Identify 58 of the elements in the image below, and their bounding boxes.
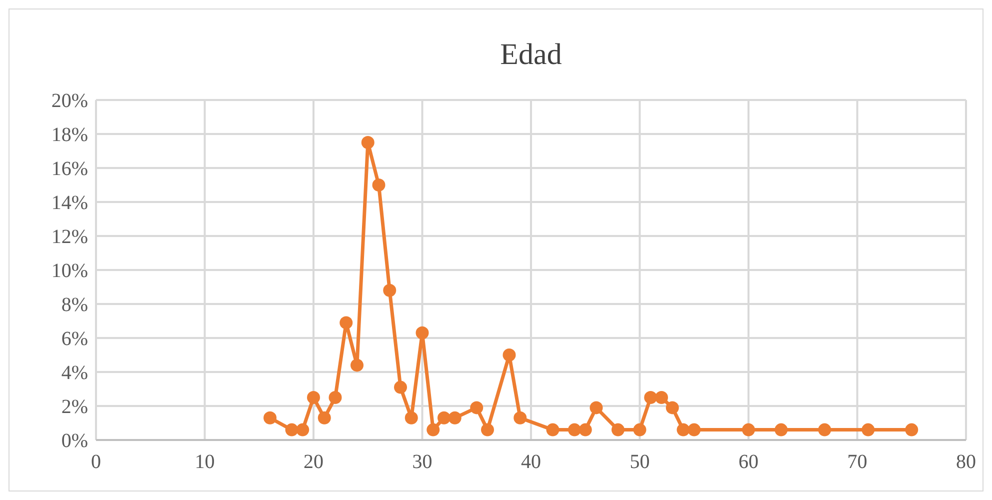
chart-title: Edad	[500, 38, 562, 71]
point	[666, 401, 679, 414]
x-tick-label: 30	[412, 451, 432, 473]
point	[318, 411, 331, 424]
x-tick-label: 40	[521, 451, 541, 473]
point	[448, 411, 462, 424]
point	[633, 423, 646, 436]
point	[688, 423, 701, 436]
y-tick-label: 4%	[61, 362, 88, 384]
y-tick-label: 20%	[51, 90, 88, 112]
x-tick-label: 70	[847, 451, 868, 473]
point	[394, 380, 407, 394]
point	[340, 316, 353, 330]
point	[774, 423, 788, 436]
point	[383, 284, 396, 297]
point	[350, 358, 364, 372]
point	[546, 423, 560, 436]
point	[372, 178, 386, 192]
point	[416, 326, 429, 340]
point	[905, 423, 918, 436]
point	[426, 423, 440, 436]
point	[307, 391, 320, 404]
point	[264, 411, 276, 424]
x-tick-label: 10	[194, 451, 215, 473]
y-tick-label: 8%	[61, 294, 88, 316]
x-tick-label: 20	[304, 451, 324, 473]
y-tick-label: 6%	[61, 328, 88, 350]
y-tick-label: 0%	[61, 430, 88, 452]
point	[361, 136, 374, 149]
y-tick-label: 14%	[51, 192, 88, 214]
point	[404, 411, 418, 424]
point	[568, 423, 581, 436]
x-tick-label: 0	[91, 451, 101, 473]
point	[612, 423, 624, 436]
point	[655, 391, 668, 404]
point	[818, 423, 832, 436]
x-tick-label: 80	[956, 451, 976, 473]
point	[578, 423, 592, 436]
point	[514, 411, 527, 424]
point	[742, 423, 755, 436]
point	[590, 401, 603, 414]
point	[644, 391, 658, 404]
y-tick-label: 2%	[61, 396, 88, 418]
point	[470, 401, 484, 414]
point	[296, 423, 310, 436]
point	[328, 391, 342, 404]
point	[438, 411, 450, 424]
y-tick-label: 12%	[51, 226, 88, 248]
point	[502, 348, 516, 362]
point	[481, 423, 494, 436]
y-tick-label: 18%	[51, 124, 88, 146]
point	[676, 423, 690, 436]
x-tick-label: 50	[630, 451, 650, 473]
point	[285, 423, 298, 436]
x-tick-label: 60	[738, 451, 758, 473]
point	[862, 423, 875, 436]
y-tick-label: 10%	[51, 260, 88, 282]
y-tick-label: 16%	[51, 158, 88, 180]
